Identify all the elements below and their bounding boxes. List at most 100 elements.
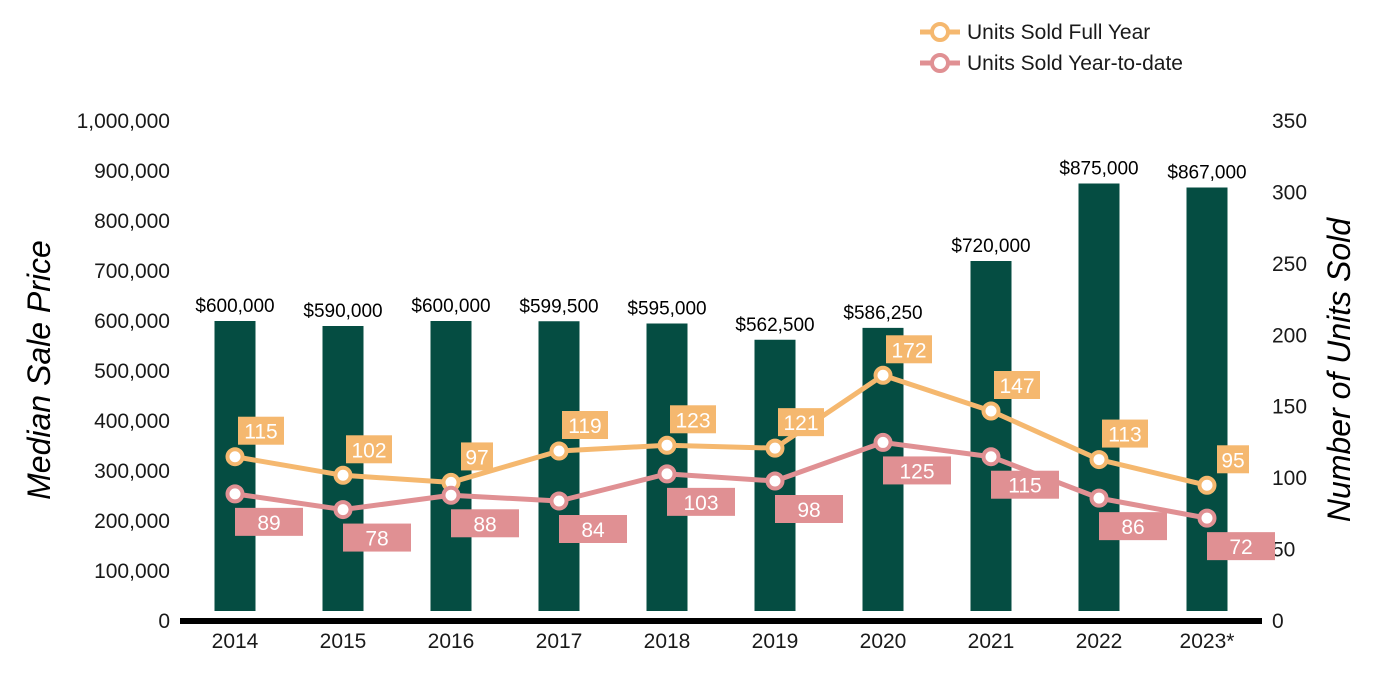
x-axis: 2014 2015 2016 2017 2018 2019 2020 2021 2022 2023… (212, 630, 1235, 653)
right-tick-label: 50 (1272, 539, 1295, 562)
series-marker (657, 435, 677, 455)
series-marker (873, 432, 893, 452)
legend-swatch-marker (930, 22, 950, 42)
bar-value-label: $590,000 (303, 301, 382, 322)
bar-value-label: $875,000 (1059, 159, 1138, 180)
left-tick-label: 1,000,000 (77, 110, 170, 133)
left-tick-label: 300,000 (94, 460, 170, 483)
x-tick-label: 2023* (1180, 630, 1235, 653)
series-marker (765, 438, 785, 458)
left-tick-label: 500,000 (94, 360, 170, 383)
bar-value-label: $562,500 (735, 315, 814, 336)
point-label-box (343, 523, 411, 552)
series-marker (1089, 450, 1109, 470)
point-label-box (883, 456, 951, 485)
right-tick-label: 200 (1272, 324, 1307, 347)
left-axis-title: Median Sale Price (21, 240, 57, 500)
x-tick-label: 2016 (428, 630, 475, 653)
series-line (234, 372, 1208, 488)
series-marker (333, 500, 353, 520)
legend-label: Units Sold Full Year (967, 21, 1150, 44)
bar-value-label: $867,000 (1167, 163, 1246, 184)
point-label-box (991, 470, 1059, 499)
point-label-box (346, 435, 392, 464)
series-marker (549, 441, 569, 461)
point-label-box (238, 416, 284, 445)
series-marker (765, 471, 785, 491)
bar-value-label: $720,000 (951, 236, 1030, 257)
point-label-box (1217, 445, 1249, 474)
series-marker (981, 447, 1001, 467)
series-marker (873, 365, 893, 385)
series-marker (657, 464, 677, 484)
point-value-label: 115 (244, 421, 277, 444)
point-value-label: 98 (797, 499, 820, 522)
x-tick-label: 2014 (212, 630, 259, 653)
bar (1078, 183, 1120, 611)
point-value-label: 103 (683, 492, 718, 515)
point-label-box (559, 515, 627, 543)
left-tick-label: 100,000 (94, 560, 170, 583)
point-value-label: 72 (1229, 536, 1252, 559)
point-value-label: 121 (783, 412, 818, 435)
legend-swatch-marker (930, 53, 950, 73)
left-axis: 0 100,000 200,000 300,000 400,000 500,000 600,… (77, 110, 170, 633)
right-tick-label: 0 (1272, 610, 1284, 633)
series-marker (1089, 488, 1109, 508)
point-value-label: 113 (1108, 424, 1141, 447)
legend-label: Units Sold Year-to-date (967, 52, 1183, 75)
bar (970, 261, 1012, 611)
series-marker (441, 485, 461, 505)
point-value-label: 125 (899, 460, 934, 483)
left-tick-label: 600,000 (94, 310, 170, 333)
point-value-label: 86 (1121, 516, 1144, 539)
x-tick-label: 2019 (752, 630, 799, 653)
point-label-box (667, 487, 735, 516)
right-axis: 0 50 100 150 200 250 300 350 (1272, 110, 1307, 633)
point-value-label: 97 (465, 446, 488, 469)
series-marker (225, 484, 245, 504)
point-label-box (886, 335, 932, 364)
series-marker (981, 401, 1001, 421)
right-tick-label: 100 (1272, 467, 1307, 490)
x-tick-label: 2022 (1076, 630, 1123, 653)
point-value-label: 172 (891, 339, 926, 362)
legend: Units Sold Full Year Units Sold Year-to-d… (920, 21, 1183, 75)
point-value-label: 84 (581, 519, 605, 542)
point-value-label: 123 (675, 409, 710, 432)
right-tick-label: 350 (1272, 110, 1307, 133)
point-label-box (235, 507, 303, 536)
point-value-label: 88 (473, 513, 496, 536)
bar-value-label: $595,000 (627, 299, 706, 320)
left-tick-label: 900,000 (94, 160, 170, 183)
x-tick-label: 2017 (536, 630, 583, 653)
x-tick-label: 2015 (320, 630, 367, 653)
bar-value-label: $600,000 (195, 296, 274, 317)
point-value-label: 89 (257, 512, 280, 535)
right-tick-label: 300 (1272, 181, 1307, 204)
point-value-label: 95 (1221, 449, 1244, 472)
point-label-box (994, 371, 1040, 399)
bar-value-label: $599,500 (519, 296, 598, 317)
bar-value-label: $586,250 (843, 303, 922, 324)
point-label-box (461, 442, 493, 471)
left-tick-label: 700,000 (94, 260, 170, 283)
point-value-label: 102 (351, 439, 386, 462)
point-value-label: 115 (1008, 475, 1041, 498)
left-tick-label: 200,000 (94, 510, 170, 533)
x-tick-label: 2021 (968, 630, 1015, 653)
right-tick-label: 250 (1272, 253, 1307, 276)
point-label-box (1207, 532, 1275, 561)
point-label-box (562, 411, 608, 439)
point-label-box (670, 405, 716, 434)
x-tick-label: 2020 (860, 630, 907, 653)
right-tick-label: 150 (1272, 396, 1307, 419)
point-label-box (775, 495, 843, 523)
series-marker (1197, 475, 1217, 495)
bar (538, 321, 580, 611)
left-tick-label: 400,000 (94, 410, 170, 433)
series-lines: 115 102 97 119 123 121 172 147 113 95 89 78 88 84 103 9… (225, 335, 1275, 561)
left-tick-label: 800,000 (94, 210, 170, 233)
point-value-label: 78 (365, 528, 388, 551)
